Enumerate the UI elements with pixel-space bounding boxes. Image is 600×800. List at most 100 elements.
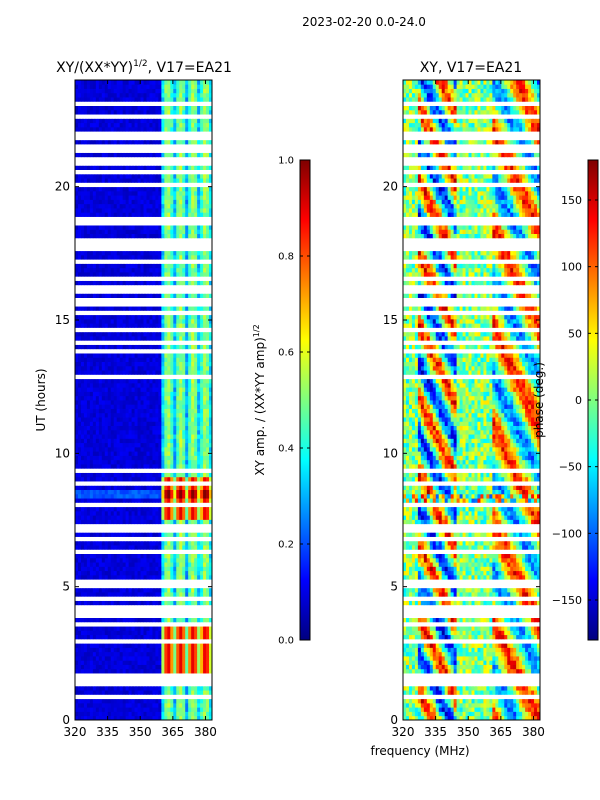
heatmap-cell	[134, 660, 138, 665]
heatmap-cell	[143, 301, 147, 307]
heatmap-cell	[200, 519, 204, 525]
heatmap-cell	[140, 353, 144, 358]
heatmap-cell	[191, 336, 195, 341]
heatmap-cell	[200, 476, 204, 482]
heatmap-cell	[110, 566, 115, 572]
heatmap-cell	[182, 361, 186, 367]
heatmap-cell	[75, 306, 79, 311]
heatmap-cell	[104, 442, 109, 448]
heatmap-cell	[98, 314, 103, 320]
heatmap-cell	[167, 532, 171, 537]
heatmap-cell	[134, 340, 138, 345]
heatmap-cell	[158, 681, 162, 687]
heatmap-cell	[164, 570, 168, 576]
heatmap-cell	[95, 587, 100, 593]
heatmap-cell	[80, 421, 85, 426]
heatmap-cell	[113, 545, 118, 550]
heatmap-cell	[200, 579, 204, 584]
heatmap-cell	[158, 344, 162, 350]
heatmap-cell	[173, 395, 177, 401]
heatmap-cell	[206, 455, 210, 461]
heatmap-cell	[173, 464, 177, 469]
heatmap-cell	[182, 301, 186, 307]
heatmap-cell	[179, 344, 183, 350]
heatmap-cell	[137, 540, 141, 546]
heatmap-cell	[155, 681, 159, 687]
heatmap-cell	[80, 391, 85, 397]
heatmap-cell	[110, 570, 115, 576]
heatmap-cell	[194, 617, 198, 623]
heatmap-cell	[197, 391, 201, 397]
heatmap-cell	[83, 284, 88, 290]
heatmap-cell	[98, 348, 103, 354]
heatmap-cell	[95, 613, 100, 618]
heatmap-cell	[86, 613, 91, 618]
heatmap-cell	[101, 660, 106, 665]
heatmap-cell	[137, 331, 141, 337]
heatmap-cell	[206, 540, 210, 546]
heatmap-cell	[113, 647, 118, 653]
heatmap-cell	[146, 259, 150, 264]
heatmap-cell	[152, 643, 156, 648]
heatmap-cell	[197, 301, 201, 307]
heatmap-cell	[89, 651, 94, 657]
heatmap-cell	[101, 498, 106, 503]
heatmap-cell	[197, 438, 201, 444]
heatmap-cell	[104, 613, 109, 618]
heatmap-cell	[110, 587, 115, 593]
heatmap-cell	[128, 557, 132, 563]
heatmap-cell	[122, 404, 127, 409]
heatmap-cell	[152, 434, 156, 439]
heatmap-cell	[107, 323, 112, 328]
heatmap-cell	[128, 374, 132, 380]
heatmap-cell	[188, 464, 192, 469]
heatmap-cell	[206, 318, 210, 324]
heatmap-cell	[152, 583, 156, 589]
heatmap-cell	[101, 510, 106, 516]
heatmap-cell	[110, 404, 115, 409]
heatmap-cell	[158, 702, 162, 708]
heatmap-cell	[200, 429, 204, 435]
heatmap-cell	[89, 617, 94, 623]
heatmap-cell	[158, 434, 162, 439]
heatmap-cell	[197, 357, 201, 362]
heatmap-cell	[104, 425, 109, 431]
heatmap-cell	[92, 365, 97, 371]
heatmap-cell	[176, 323, 180, 328]
heatmap-cell	[209, 434, 213, 439]
heatmap-cell	[92, 656, 97, 661]
heatmap-cell	[104, 579, 109, 584]
heatmap-cell	[83, 468, 88, 473]
heatmap-cell	[80, 681, 85, 687]
heatmap-cell	[92, 382, 97, 388]
heatmap-cell	[125, 677, 130, 682]
heatmap-cell	[200, 668, 204, 674]
heatmap-cell	[209, 412, 213, 418]
heatmap-cell	[131, 370, 135, 375]
heatmap-cell	[92, 643, 97, 648]
heatmap-cell	[110, 562, 115, 567]
heatmap-cell	[170, 711, 174, 717]
heatmap-cell	[146, 472, 150, 478]
heatmap-cell	[125, 323, 130, 328]
heatmap-cell	[92, 707, 97, 712]
heatmap-cell	[194, 395, 198, 401]
heatmap-cell	[104, 673, 109, 678]
heatmap-cell	[134, 553, 138, 559]
heatmap-cell	[185, 515, 189, 520]
heatmap-cell	[119, 664, 124, 670]
heatmap-cell	[197, 400, 201, 405]
heatmap-cell	[146, 647, 150, 653]
heatmap-cell	[134, 306, 138, 311]
heatmap-cell	[113, 481, 118, 486]
heatmap-cell	[197, 694, 201, 700]
heatmap-cell	[131, 493, 135, 499]
heatmap-cell	[95, 715, 100, 721]
heatmap-cell	[86, 421, 91, 426]
heatmap-cell	[89, 656, 94, 661]
heatmap-cell	[83, 340, 88, 345]
heatmap-cell	[128, 272, 132, 277]
heatmap-cell	[131, 327, 135, 333]
heatmap-cell	[140, 412, 144, 418]
heatmap-cell	[206, 630, 210, 636]
